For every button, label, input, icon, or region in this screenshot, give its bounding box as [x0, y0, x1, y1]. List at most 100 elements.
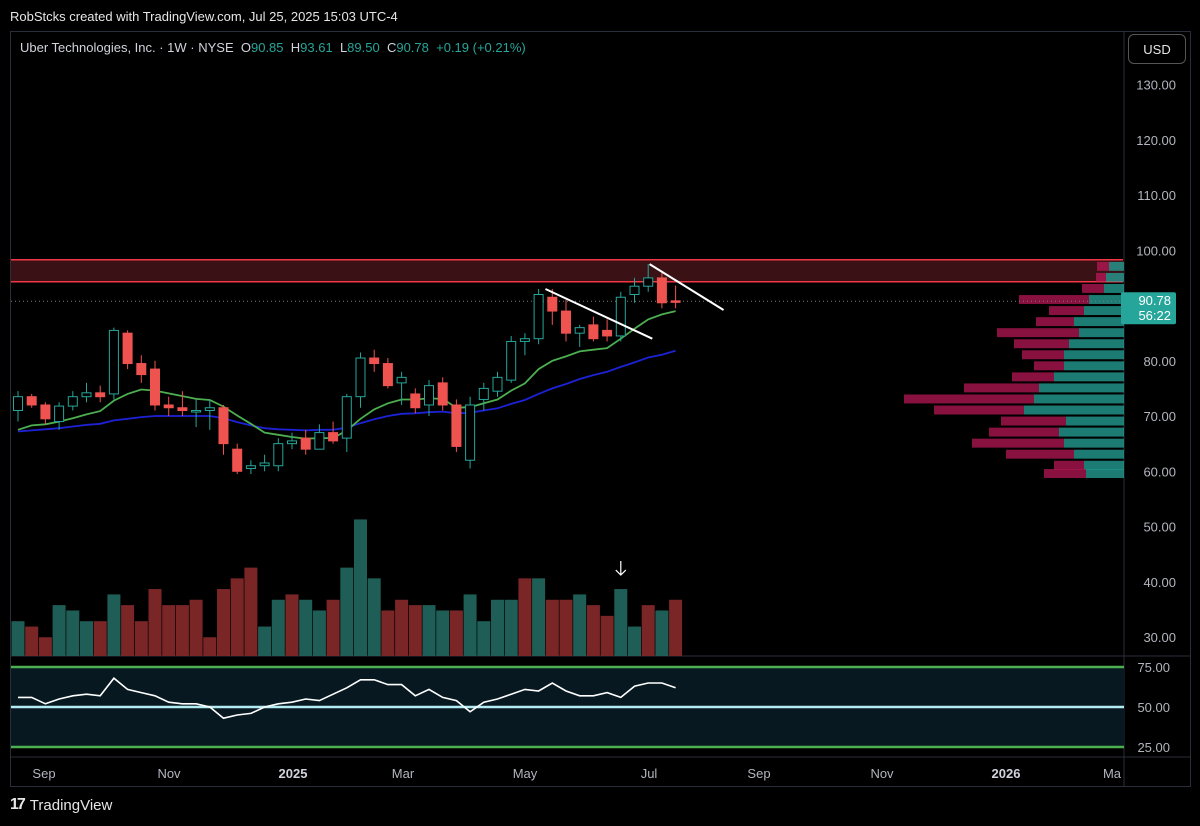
high-value: 93.61	[300, 40, 333, 55]
candle-body	[424, 385, 434, 406]
candle-body	[191, 410, 202, 413]
volume-bar	[134, 621, 148, 656]
volume-bar	[408, 605, 422, 656]
volume-profile-up-bar	[1064, 350, 1124, 360]
volume-profile-down-bar	[1001, 416, 1066, 426]
time-axis-tick: 2025	[279, 766, 308, 781]
candle-body	[163, 404, 174, 409]
footer-branding: 17 TradingView	[10, 796, 112, 814]
candle-body	[287, 440, 297, 445]
price-axis-tick: 100.00	[1136, 243, 1176, 258]
volume-profile-down-bar	[1006, 449, 1074, 459]
volume-bar	[354, 519, 367, 656]
volume-profile-up-bar	[1066, 416, 1124, 426]
volume-profile-down-bar	[1096, 272, 1106, 282]
volume-profile-down-bar	[1054, 460, 1084, 470]
time-axis-tick: Nov	[870, 766, 894, 781]
open-label: O	[240, 40, 251, 55]
volume-profile-up-bar	[1086, 469, 1124, 479]
price-axis-tick: 30.00	[1143, 630, 1176, 645]
volume-bar	[299, 599, 313, 656]
candle-body	[492, 376, 503, 392]
candle-body	[218, 407, 229, 445]
time-axis-tick: Nov	[157, 766, 181, 781]
close-label: C	[386, 40, 397, 55]
falling-trendline	[649, 263, 725, 311]
volume-profile-up-bar	[1074, 317, 1124, 327]
rsi-axis-tick: 75.00	[1137, 660, 1170, 675]
volume-profile-up-bar	[1104, 283, 1124, 293]
volume-profile-down-bar	[1019, 295, 1089, 304]
candle-body	[506, 340, 517, 381]
volume-bar	[244, 567, 258, 656]
volume-profile-up-bar	[1064, 438, 1124, 448]
volume-bar	[559, 599, 573, 656]
volume-bar	[148, 589, 162, 656]
last-price-badge	[1121, 292, 1176, 325]
volume-bar	[162, 605, 176, 656]
candle-body	[574, 327, 585, 334]
open-value: 90.85	[250, 40, 284, 55]
volume-bar	[217, 589, 230, 656]
time-axis-tick: Ma	[1103, 766, 1122, 781]
volume-profile-down-bar	[1044, 469, 1086, 479]
volume-bar	[628, 626, 641, 656]
candle-body	[547, 296, 558, 312]
symbol-name: Uber Technologies, Inc. · 1W · NYSE	[20, 40, 234, 55]
volume-bar	[449, 610, 463, 656]
candle-body	[410, 393, 421, 409]
volume-profile-up-bar	[1084, 306, 1124, 316]
volume-profile-down-bar	[1014, 339, 1069, 349]
volume-bar	[121, 605, 135, 656]
countdown-label: 56:22	[1138, 308, 1171, 323]
volume-profile-down-bar	[934, 405, 1024, 415]
currency-button[interactable]: USD	[1128, 34, 1186, 64]
volume-bar	[175, 605, 189, 656]
volume-bar	[93, 621, 107, 656]
candle-body	[341, 396, 352, 439]
candle-body	[81, 392, 92, 398]
rsi-axis-tick: 50.00	[1137, 700, 1170, 715]
volume-bar	[367, 578, 381, 656]
candle-body	[465, 404, 476, 461]
volume-bar	[203, 637, 217, 656]
volume-profile-down-bar	[1022, 350, 1064, 360]
candle-body	[273, 443, 284, 467]
volume-profile-up-bar	[1106, 272, 1124, 282]
volume-bar	[189, 599, 203, 656]
candle-body	[355, 357, 366, 398]
candle-body	[300, 437, 311, 450]
time-axis-tick: Mar	[392, 766, 415, 781]
volume-bar	[586, 605, 600, 656]
last-price-label: 90.78	[1138, 293, 1171, 308]
price-axis-tick: 110.00	[1137, 188, 1176, 203]
candle-body	[150, 368, 160, 406]
volume-bar	[463, 594, 477, 656]
volume-bar	[422, 605, 436, 656]
volume-bar	[573, 594, 587, 656]
volume-profile-down-bar	[1082, 283, 1104, 293]
volume-profile-up-bar	[1069, 339, 1124, 349]
candle-body	[40, 404, 51, 420]
resistance-zone	[11, 259, 1123, 282]
volume-profile-down-bar	[964, 383, 1039, 393]
candle-body	[122, 332, 133, 365]
candle-body	[328, 432, 339, 442]
tradingview-logo-icon: 17	[10, 796, 26, 813]
volume-bar	[258, 626, 272, 656]
candle-body	[245, 465, 256, 470]
price-axis-tick: 120.00	[1136, 133, 1176, 148]
volume-bar	[477, 621, 491, 656]
candle-body	[314, 432, 325, 450]
candle-body	[396, 376, 407, 384]
volume-profile-up-bar	[1039, 383, 1124, 393]
chart-attribution: RobStcks created with TradingView.com, J…	[10, 9, 398, 24]
volume-bar	[669, 599, 683, 656]
low-value: 89.50	[347, 40, 380, 55]
volume-bar	[641, 605, 655, 656]
time-axis-tick: May	[513, 766, 538, 781]
candle-body	[588, 324, 599, 340]
rsi-line	[18, 677, 676, 720]
volume-bar	[395, 599, 409, 656]
